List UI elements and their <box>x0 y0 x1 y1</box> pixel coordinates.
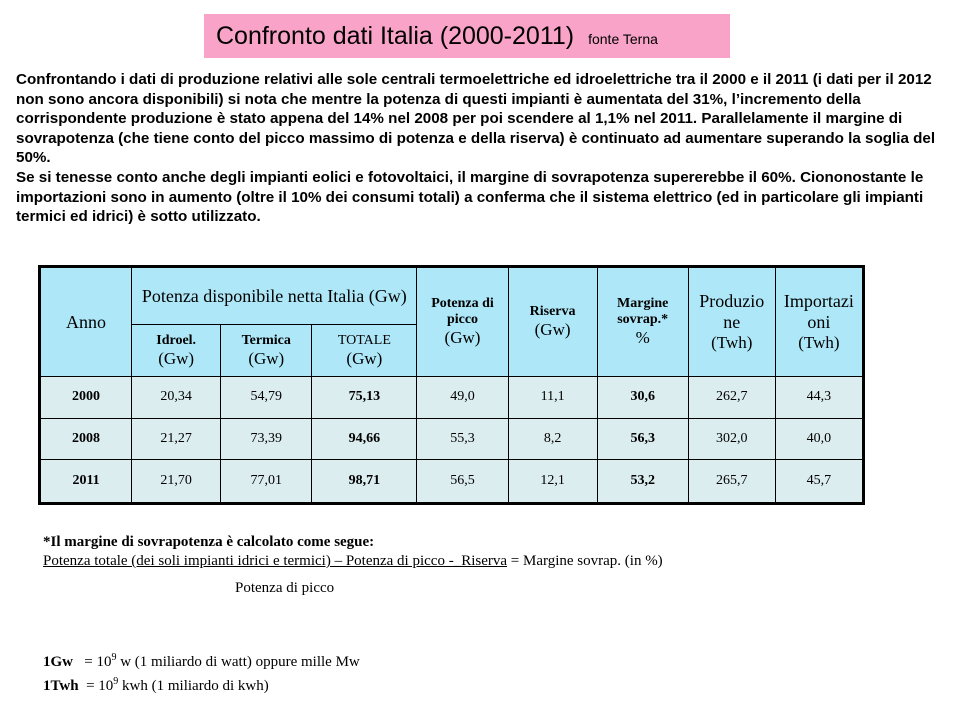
cell-picco: 49,0 <box>416 376 509 419</box>
col-picco-unit: (Gw) <box>444 328 481 347</box>
cell-produzione: 265,7 <box>687 459 776 504</box>
cell-idro: 21,70 <box>131 459 222 504</box>
col-totale: TOTALE (Gw) <box>311 324 418 377</box>
formula-denominator: Potenza di picco <box>235 580 335 596</box>
col-idro-label: Idroel. <box>156 332 197 348</box>
cell-anno: 2008 <box>38 417 133 461</box>
intro-paragraph-1: Confrontando i dati di produzione relati… <box>16 71 936 167</box>
col-idro: Idroel. (Gw) <box>131 324 222 377</box>
col-importazioni-unit: (Twh) <box>798 333 840 352</box>
table-row: 2011 21,70 77,01 98,71 56,5 12,1 53,2 26… <box>38 459 865 504</box>
col-termica-label: Termica <box>241 332 291 348</box>
cell-margine: 30,6 <box>596 376 689 419</box>
cell-importazioni: 45,7 <box>774 459 865 504</box>
col-importazioni: Importazioni (Twh) <box>774 266 865 377</box>
col-riserva: Riserva (Gw) <box>507 266 598 377</box>
unit-twh: 1Twh = 109 kwh (1 miliardo di kwh) <box>43 672 360 696</box>
intro-text: Confrontando i dati di produzione relati… <box>16 70 946 227</box>
table-row: 2000 20,34 54,79 75,13 49,0 11,1 30,6 26… <box>38 376 865 419</box>
cell-importazioni: 40,0 <box>774 417 865 461</box>
cell-termica: 73,39 <box>220 417 313 461</box>
cell-riserva: 12,1 <box>507 459 598 504</box>
col-anno: Anno <box>38 266 133 377</box>
formula-result: = Margine sovrap. (in %) <box>510 553 663 569</box>
cell-totale: 94,66 <box>311 417 418 461</box>
data-table: Anno Potenza disponibile netta Italia (G… <box>38 265 865 505</box>
cell-anno: 2000 <box>38 376 133 419</box>
col-termica: Termica (Gw) <box>220 324 313 377</box>
title-box: Confronto dati Italia (2000-2011) fonte … <box>204 14 730 58</box>
cell-idro: 20,34 <box>131 376 222 419</box>
cell-picco: 56,5 <box>416 459 509 504</box>
cell-totale: 75,13 <box>311 376 418 419</box>
unit-gw-label: 1Gw <box>43 654 73 670</box>
cell-importazioni: 44,3 <box>774 376 865 419</box>
unit-twh-exp: 9 <box>113 676 119 687</box>
formula-numerator: Potenza totale (dei soli impianti idrici… <box>43 553 508 569</box>
cell-picco: 55,3 <box>416 417 509 461</box>
cell-riserva: 11,1 <box>507 376 598 419</box>
page-title: Confronto dati Italia (2000-2011) <box>216 21 575 50</box>
col-idro-unit: (Gw) <box>158 348 195 368</box>
unit-gw-exp: 9 <box>111 652 117 663</box>
col-produzione-label: Produzione <box>699 291 765 332</box>
cell-termica: 54,79 <box>220 376 313 419</box>
formula-note: *Il margine di sovrapotenza è calcolato … <box>43 534 663 596</box>
col-margine-label: Margine sovrap.* <box>617 296 669 327</box>
col-totale-label: TOTALE <box>337 332 391 348</box>
col-totale-unit: (Gw) <box>346 348 383 368</box>
col-riserva-label: Riserva <box>529 304 576 319</box>
formula-line: Potenza totale (dei soli impianti idrici… <box>43 553 663 570</box>
source-label: fonte Terna <box>588 31 658 47</box>
cell-idro: 21,27 <box>131 417 222 461</box>
col-termica-unit: (Gw) <box>248 348 285 368</box>
col-margine: Margine sovrap.* % <box>596 266 689 377</box>
unit-twh-eq: = 10 <box>86 678 114 694</box>
cell-produzione: 302,0 <box>687 417 776 461</box>
col-importazioni-label: Importazioni <box>783 291 854 332</box>
col-picco: Potenza di picco (Gw) <box>416 266 509 377</box>
cell-totale: 98,71 <box>311 459 418 504</box>
col-produzione-unit: (Twh) <box>711 333 753 352</box>
unit-twh-text: kwh (1 miliardo di kwh) <box>118 678 269 694</box>
cell-margine: 53,2 <box>596 459 689 504</box>
col-potenza-group: Potenza disponibile netta Italia (Gw) <box>131 266 418 325</box>
col-riserva-unit: (Gw) <box>534 320 571 339</box>
unit-gw-eq: = 10 <box>84 654 112 670</box>
unit-twh-label: 1Twh <box>43 678 79 694</box>
cell-termica: 77,01 <box>220 459 313 504</box>
cell-riserva: 8,2 <box>507 417 598 461</box>
col-produzione: Produzione (Twh) <box>687 266 776 377</box>
unit-gw-text: w (1 miliardo di watt) oppure mille Mw <box>116 654 360 670</box>
table-row: 2008 21,27 73,39 94,66 55,3 8,2 56,3 302… <box>38 417 865 461</box>
cell-margine: 56,3 <box>596 417 689 461</box>
intro-paragraph-2: Se si tenesse conto anche degli impianti… <box>16 168 924 226</box>
unit-definitions: 1Gw = 109 w (1 miliardo di watt) oppure … <box>43 648 360 696</box>
cell-produzione: 262,7 <box>687 376 776 419</box>
col-margine-unit: % <box>635 328 650 347</box>
unit-gw: 1Gw = 109 w (1 miliardo di watt) oppure … <box>43 648 360 672</box>
col-picco-label: Potenza di picco <box>431 296 494 327</box>
cell-anno: 2011 <box>38 459 133 504</box>
note-title: *Il margine di sovrapotenza è calcolato … <box>43 534 375 550</box>
